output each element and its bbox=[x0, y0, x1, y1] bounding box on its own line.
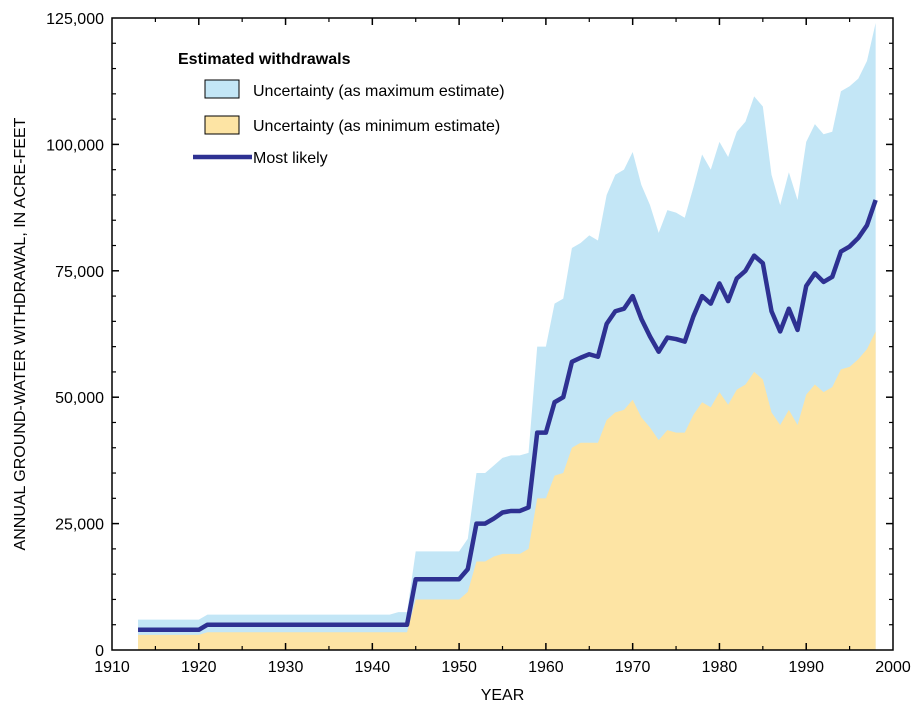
x-tick-label: 1910 bbox=[94, 659, 130, 676]
plot-areas bbox=[138, 23, 876, 650]
line-most-likely bbox=[138, 199, 878, 633]
x-tick-label: 1960 bbox=[528, 659, 564, 676]
legend-label-most-likely: Most likely bbox=[253, 150, 328, 167]
y-tick-label: 25,000 bbox=[55, 517, 104, 534]
x-tick-label: 1930 bbox=[268, 659, 304, 676]
x-tick-label: 1940 bbox=[355, 659, 391, 676]
plot-line-group bbox=[138, 199, 878, 633]
y-tick-label: 0 bbox=[95, 643, 104, 660]
y-tick-label: 50,000 bbox=[55, 390, 104, 407]
legend-title: Estimated withdrawals bbox=[178, 51, 351, 68]
x-tick-label: 2000 bbox=[875, 659, 911, 676]
y-tick-label: 125,000 bbox=[46, 11, 104, 28]
y-axis: 0 25,000 50,000 75,000 100,000 125,000 bbox=[46, 11, 893, 660]
area-min-estimate bbox=[138, 331, 876, 650]
legend-label-min-estimate: Uncertainty (as minimum estimate) bbox=[253, 118, 500, 135]
legend: Estimated withdrawals Uncertainty (as ma… bbox=[178, 51, 505, 167]
x-tick-label: 1950 bbox=[441, 659, 477, 676]
legend-swatch-max-estimate bbox=[204, 79, 240, 99]
x-axis: 1910 1920 1930 1940 1950 1960 1970 1980 1990 2000 bbox=[94, 18, 911, 676]
y-axis-title: ANNUAL GROUND-WATER WITHDRAWAL, IN ACRE-… bbox=[12, 117, 29, 550]
x-tick-label: 1980 bbox=[702, 659, 738, 676]
x-tick-label: 1990 bbox=[788, 659, 824, 676]
legend-swatch-min-estimate bbox=[204, 115, 240, 135]
y-tick-label: 100,000 bbox=[46, 137, 104, 154]
legend-label-max-estimate: Uncertainty (as maximum estimate) bbox=[253, 83, 505, 100]
y-tick-label: 75,000 bbox=[55, 264, 104, 281]
x-axis-title: YEAR bbox=[481, 687, 525, 704]
x-tick-label: 1920 bbox=[181, 659, 217, 676]
x-tick-label: 1970 bbox=[615, 659, 651, 676]
